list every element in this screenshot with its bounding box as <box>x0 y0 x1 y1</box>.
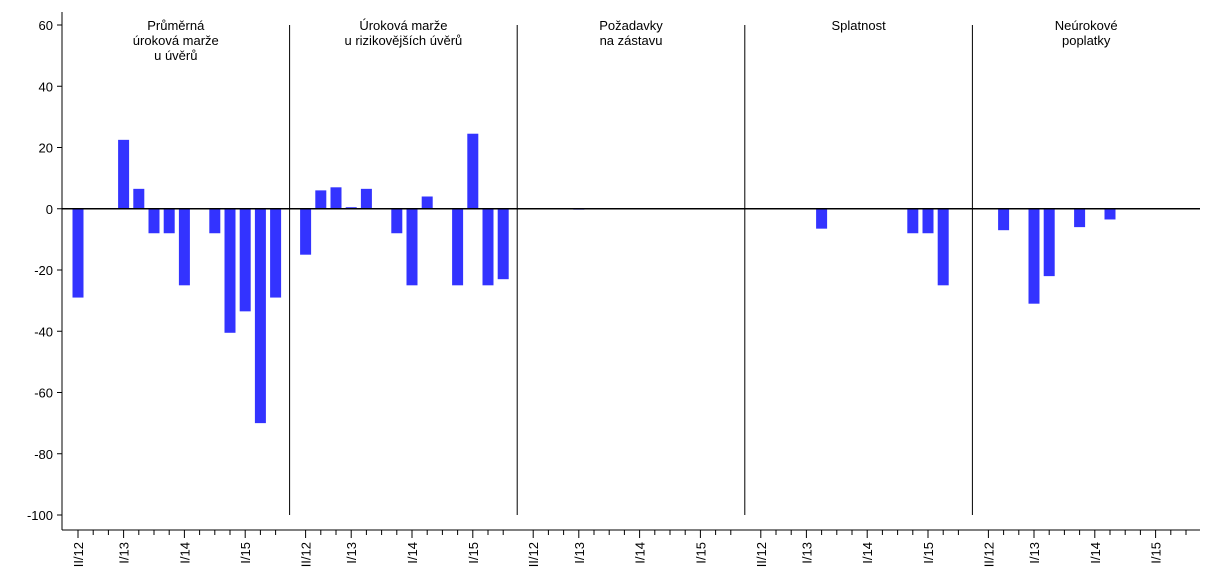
bar <box>998 208 1010 231</box>
bar <box>178 208 190 286</box>
bar <box>406 208 418 286</box>
bar <box>315 190 327 209</box>
x-tick-label: I/14 <box>860 542 875 564</box>
x-tick-label: II/12 <box>754 542 769 567</box>
panel-title: Splatnost <box>831 18 886 33</box>
x-tick-label: I/15 <box>921 542 936 564</box>
y-tick-label: 0 <box>46 202 53 217</box>
x-tick-label: I/13 <box>344 542 359 564</box>
bar <box>118 139 130 209</box>
bar <box>816 208 828 229</box>
bar <box>1028 208 1040 304</box>
bar <box>300 208 312 255</box>
x-tick-label: II/12 <box>526 542 541 567</box>
bar <box>163 208 175 234</box>
panel-title: Požadavky <box>599 18 663 33</box>
y-tick-label: 20 <box>39 141 53 156</box>
x-tick-label: I/14 <box>1088 542 1103 564</box>
panel-title: Neúrokové <box>1055 18 1118 33</box>
bar <box>1104 208 1116 220</box>
y-tick-label: 40 <box>39 79 53 94</box>
bar <box>1074 208 1086 228</box>
x-tick-label: I/13 <box>799 542 814 564</box>
x-tick-label: I/15 <box>1149 542 1164 564</box>
bar <box>133 188 145 209</box>
bar <box>937 208 949 286</box>
bar <box>224 208 236 333</box>
x-tick-label: I/15 <box>238 542 253 564</box>
panel-title: u úvěrů <box>154 48 197 63</box>
bar <box>391 208 403 234</box>
panel-title: Průměrná <box>147 18 205 33</box>
bar <box>345 207 357 209</box>
bar <box>452 208 464 286</box>
bar <box>270 208 282 298</box>
x-tick-label: I/14 <box>633 542 648 564</box>
bar <box>254 208 266 424</box>
y-tick-label: -60 <box>34 386 53 401</box>
x-tick-label: I/13 <box>572 542 587 564</box>
x-tick-label: I/14 <box>177 542 192 564</box>
bar <box>360 188 372 209</box>
panel-title: u rizikovějších úvěrů <box>345 33 463 48</box>
bar <box>467 133 479 209</box>
x-tick-label: I/13 <box>117 542 132 564</box>
bar <box>497 208 509 280</box>
x-tick-label: II/12 <box>981 542 996 567</box>
bar <box>421 196 433 209</box>
x-tick-label: I/15 <box>466 542 481 564</box>
x-tick-label: I/14 <box>405 542 420 564</box>
x-tick-label: II/12 <box>71 542 86 567</box>
y-tick-label: 60 <box>39 18 53 33</box>
bar <box>482 208 494 286</box>
y-tick-label: -20 <box>34 263 53 278</box>
x-tick-label: II/12 <box>299 542 314 567</box>
panel-title: Úroková marže <box>359 18 447 33</box>
x-tick-label: I/13 <box>1027 542 1042 564</box>
y-tick-label: -100 <box>27 508 53 523</box>
x-tick-label: I/15 <box>693 542 708 564</box>
bar <box>239 208 251 312</box>
y-tick-label: -40 <box>34 324 53 339</box>
bar <box>922 208 934 234</box>
bar <box>148 208 160 234</box>
panel-title: na zástavu <box>600 33 663 48</box>
bar <box>209 208 221 234</box>
bar <box>907 208 919 234</box>
bar <box>330 187 342 209</box>
y-tick-label: -80 <box>34 447 53 462</box>
bar <box>1043 208 1055 277</box>
bar <box>72 208 84 298</box>
panel-title: poplatky <box>1062 33 1111 48</box>
panel-title: úroková marže <box>133 33 219 48</box>
